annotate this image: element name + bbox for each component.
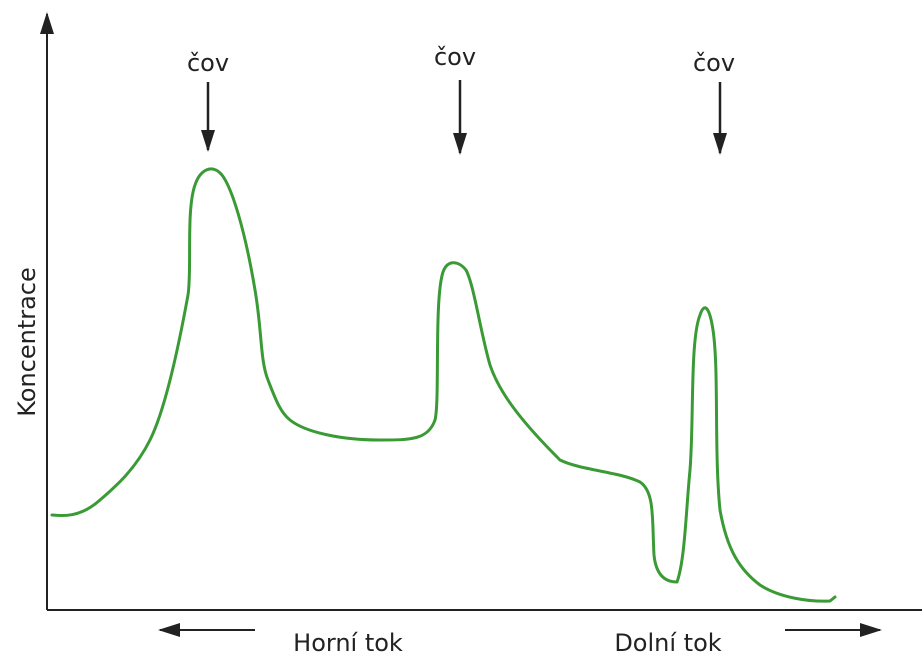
y-axis-label: Koncentrace xyxy=(13,267,41,417)
cov-label: čov xyxy=(693,49,735,77)
cov-label: čov xyxy=(187,49,229,77)
upstream-label: Horní tok xyxy=(293,629,403,657)
cov-label: čov xyxy=(434,43,476,71)
concentration-curve xyxy=(50,167,837,603)
downstream-label: Dolní tok xyxy=(614,629,721,657)
